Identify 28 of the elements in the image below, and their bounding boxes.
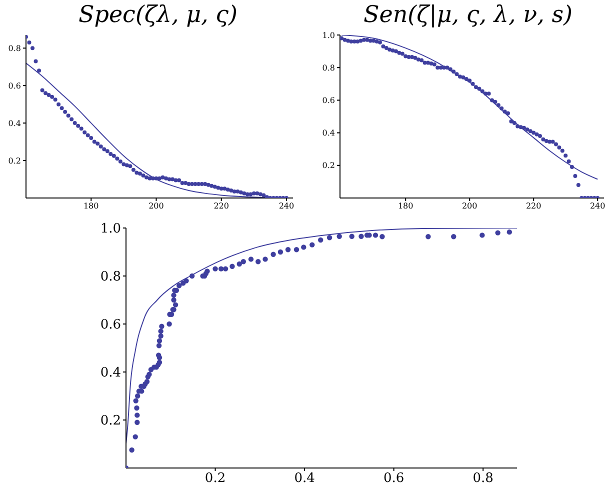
x-tick-label: 220: [526, 202, 542, 211]
x-tick-label: 240: [590, 202, 606, 211]
x-tick-label: 0.8: [472, 471, 494, 486]
y-tick-label: 0.6: [322, 96, 335, 106]
x-tick-label: 240: [278, 202, 294, 211]
y-tick-label: 0.6: [8, 81, 21, 90]
x-tick-label: 180: [398, 202, 414, 211]
y-tick-label: 0.2: [322, 161, 335, 170]
x-tick-label: 180: [83, 202, 99, 211]
y-tick-label: 1.0: [322, 30, 335, 40]
x-tick-label: 200: [462, 202, 478, 211]
x-tick-label: 0.2: [204, 471, 226, 486]
y-tick-label: 0.6: [100, 318, 121, 333]
y-tick-label: 1.0: [100, 222, 121, 237]
y-tick-label: 0.4: [322, 128, 335, 138]
y-tick-label: 0.8: [8, 44, 21, 53]
y-tick-label: 0.4: [100, 366, 121, 381]
x-tick-label: 200: [148, 202, 164, 211]
y-tick-label: 0.8: [100, 270, 121, 285]
y-tick-label: 0.4: [8, 118, 21, 128]
y-tick-label: 0.2: [8, 156, 21, 166]
chart-title: Spec(ζλ, μ, ς): [77, 2, 239, 28]
x-tick-label: 220: [214, 202, 230, 211]
x-tick-label: 0.6: [383, 471, 404, 486]
x-tick-label: 0.4: [294, 471, 315, 486]
y-tick-label: 0.8: [322, 63, 335, 72]
y-tick-label: 0.2: [100, 414, 121, 429]
chart-title: Sen(ζ|μ, ς, λ, ν, s): [362, 2, 574, 28]
